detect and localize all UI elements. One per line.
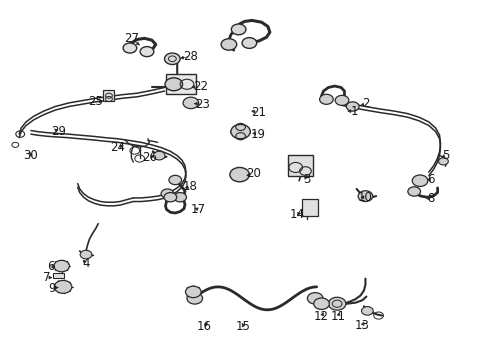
Circle shape xyxy=(334,95,348,105)
Text: 3: 3 xyxy=(303,173,310,186)
Circle shape xyxy=(140,46,154,57)
Text: 5: 5 xyxy=(441,149,448,162)
Circle shape xyxy=(173,193,186,202)
Text: 28: 28 xyxy=(183,50,198,63)
Circle shape xyxy=(161,189,173,198)
Text: 23: 23 xyxy=(195,98,210,111)
Circle shape xyxy=(54,280,72,293)
Text: 14: 14 xyxy=(289,208,304,221)
Text: 12: 12 xyxy=(313,310,328,324)
Circle shape xyxy=(328,297,345,310)
Circle shape xyxy=(221,39,236,50)
Circle shape xyxy=(242,38,256,48)
Text: 26: 26 xyxy=(142,151,157,164)
Circle shape xyxy=(183,97,198,109)
Text: 17: 17 xyxy=(190,203,205,216)
Circle shape xyxy=(153,151,164,160)
Circle shape xyxy=(438,158,447,165)
Circle shape xyxy=(231,24,245,35)
Text: 9: 9 xyxy=(48,282,56,295)
Text: 11: 11 xyxy=(330,310,345,324)
Text: 21: 21 xyxy=(250,106,265,119)
Circle shape xyxy=(185,286,201,298)
Circle shape xyxy=(164,78,182,91)
Text: 27: 27 xyxy=(123,32,139,45)
Text: 29: 29 xyxy=(51,125,65,138)
Text: 6: 6 xyxy=(426,173,434,186)
Circle shape xyxy=(186,293,202,304)
Text: 22: 22 xyxy=(193,80,208,93)
Text: 24: 24 xyxy=(110,140,125,153)
Circle shape xyxy=(230,125,250,139)
Text: 2: 2 xyxy=(361,98,368,111)
Text: 4: 4 xyxy=(82,257,90,270)
Circle shape xyxy=(163,193,176,202)
Text: 7: 7 xyxy=(43,271,51,284)
Circle shape xyxy=(346,102,358,111)
Circle shape xyxy=(164,53,180,64)
Text: 8: 8 xyxy=(426,192,433,205)
Circle shape xyxy=(357,191,372,202)
Circle shape xyxy=(123,43,137,53)
Text: 10: 10 xyxy=(357,191,372,204)
Circle shape xyxy=(307,293,323,304)
Circle shape xyxy=(80,250,92,259)
Bar xyxy=(302,199,317,216)
Circle shape xyxy=(319,94,332,104)
Text: 25: 25 xyxy=(88,95,103,108)
Circle shape xyxy=(313,298,329,310)
Text: 16: 16 xyxy=(197,320,212,333)
Text: 30: 30 xyxy=(23,149,38,162)
Bar xyxy=(288,155,312,176)
Circle shape xyxy=(168,175,181,185)
Text: 15: 15 xyxy=(236,320,250,333)
Text: 19: 19 xyxy=(250,127,265,141)
Text: 18: 18 xyxy=(182,180,197,193)
Bar xyxy=(103,90,114,101)
Text: 6: 6 xyxy=(46,260,54,273)
Text: 20: 20 xyxy=(245,167,260,180)
Text: 13: 13 xyxy=(354,319,369,332)
Bar xyxy=(53,273,64,278)
Circle shape xyxy=(54,260,69,272)
Circle shape xyxy=(361,307,372,315)
Circle shape xyxy=(411,175,427,186)
Bar xyxy=(165,74,195,94)
Circle shape xyxy=(407,187,420,196)
Circle shape xyxy=(229,167,249,182)
Text: 1: 1 xyxy=(350,105,357,118)
